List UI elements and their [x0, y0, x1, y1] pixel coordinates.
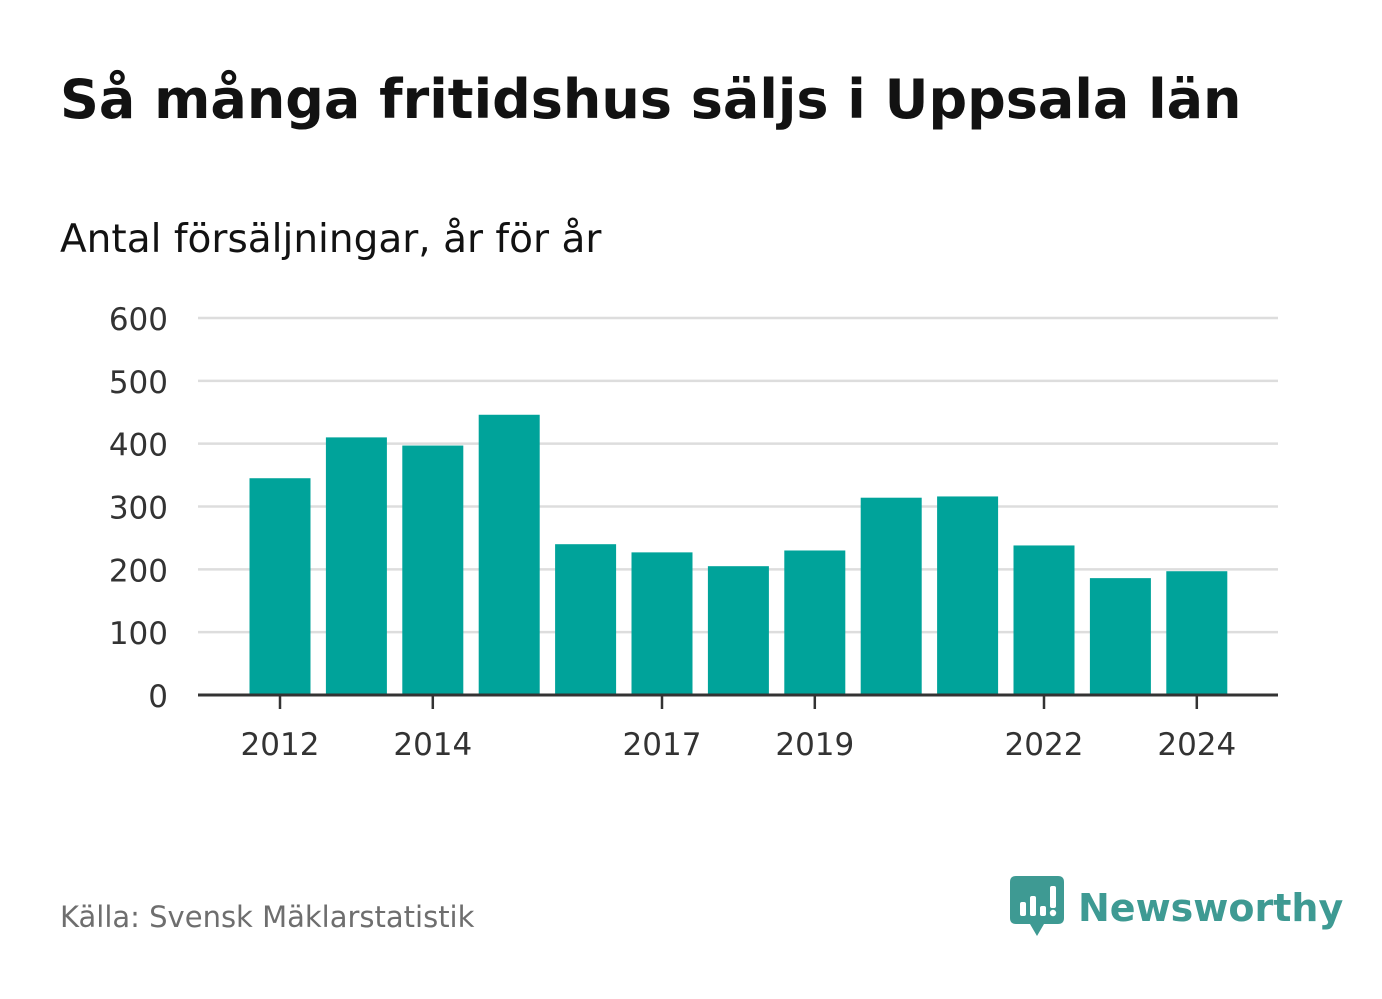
brand-logo: Newsworthy: [1010, 876, 1343, 940]
x-tick-label: 2022: [1005, 727, 1084, 763]
y-tick-label: 400: [109, 428, 168, 464]
bar: [1166, 571, 1228, 695]
chart-title: Så många fritidshus säljs i Uppsala län: [60, 68, 1242, 131]
bar: [707, 566, 769, 695]
y-tick-label: 500: [109, 365, 168, 401]
x-tick-label: 2014: [393, 727, 472, 763]
x-tick-label: 2024: [1157, 727, 1236, 763]
y-tick-label: 300: [109, 491, 168, 527]
bar-chart: 0 100 200 300 400 500 600 2012 2014 2017 2019 2022 2…: [109, 302, 1278, 763]
y-tick-label: 600: [109, 302, 168, 338]
bar: [249, 478, 311, 695]
bar: [478, 414, 540, 695]
axes: 0 100 200 300 400 500 600 2012 2014 2017 2019 2022 2…: [109, 302, 1278, 763]
newsworthy-logo-icon: [1010, 876, 1064, 940]
y-tick-label: 200: [109, 553, 168, 589]
chart-subtitle: Antal försäljningar, år för år: [60, 217, 602, 262]
bar: [784, 550, 846, 695]
x-tick-label: 2019: [775, 727, 854, 763]
bars: [249, 414, 1228, 695]
bar: [555, 544, 617, 695]
bar: [1013, 545, 1075, 695]
x-tick-label: 2017: [623, 727, 702, 763]
y-tick-label: 0: [148, 679, 168, 715]
bar: [325, 437, 387, 695]
bar: [402, 445, 464, 695]
y-tick-label: 100: [109, 616, 168, 652]
bar: [1089, 578, 1151, 695]
source-note: Källa: Svensk Mäklarstatistik: [60, 900, 475, 934]
brand-name: Newsworthy: [1078, 886, 1344, 930]
x-tick-label: 2012: [241, 727, 320, 763]
bar: [631, 552, 693, 695]
bar: [860, 497, 922, 695]
bar: [937, 496, 999, 695]
